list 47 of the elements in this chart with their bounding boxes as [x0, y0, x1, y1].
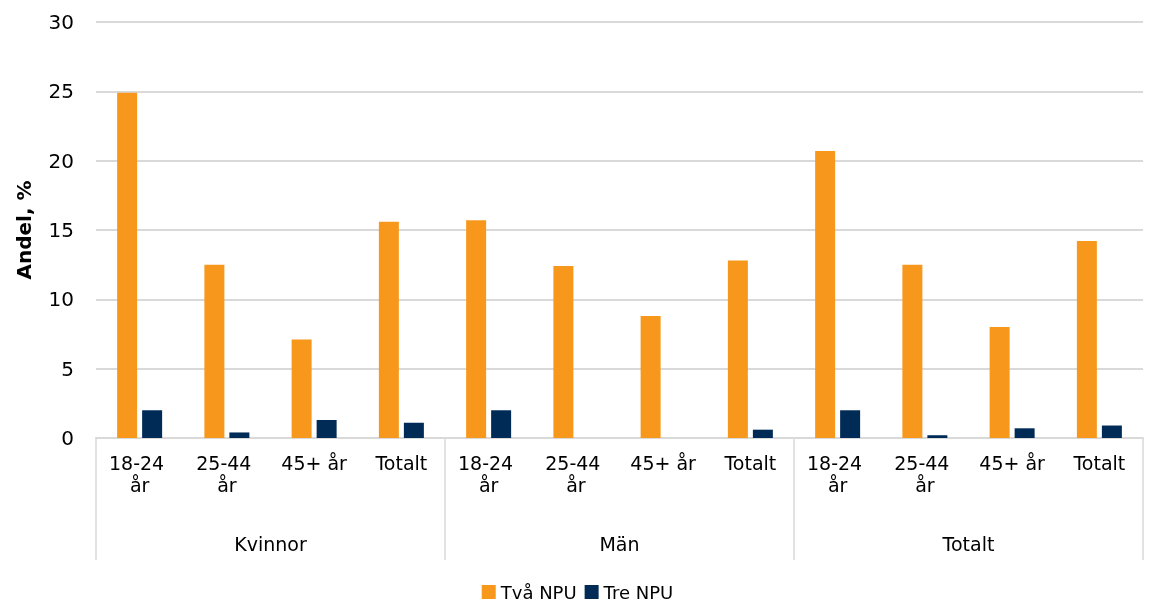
x-tick-label: Totalt	[723, 452, 777, 474]
bar	[727, 260, 748, 438]
x-tick-label: 45+ år	[281, 452, 348, 474]
text: Totalt	[941, 532, 995, 555]
x-tick-label: 45+ år	[630, 452, 697, 474]
x-tick-label: 18-24 år	[458, 452, 520, 496]
y-axis-title: Andel, %	[12, 180, 36, 280]
y-tick-label: 5	[61, 356, 74, 381]
y-tick-label: 20	[48, 148, 74, 173]
bar	[989, 327, 1010, 438]
y-tick-label: 10	[48, 287, 74, 312]
text: Män	[599, 532, 640, 555]
x-tick-label: 25-44 år	[545, 452, 607, 496]
x-tick-label: Totalt	[374, 452, 428, 474]
bar	[840, 410, 861, 438]
bar	[291, 339, 312, 438]
bar	[117, 92, 138, 438]
x-tick-label: 25-44 år	[196, 452, 258, 496]
bar	[902, 264, 923, 438]
y-tick-label: 15	[48, 218, 74, 242]
x-tick-label: 25-44 år	[894, 452, 956, 496]
bar	[378, 221, 399, 438]
bar	[229, 432, 250, 438]
y-tick-label: 30	[48, 10, 74, 34]
legend-label: Tre NPU	[602, 581, 674, 603]
bar	[553, 266, 574, 438]
bar	[316, 419, 337, 438]
legend-label: Två NPU	[499, 581, 577, 603]
y-tick-label: 0	[61, 426, 74, 450]
bar	[1076, 241, 1097, 438]
bar	[466, 220, 487, 438]
bar	[142, 410, 163, 438]
bar	[927, 435, 948, 438]
bar	[204, 264, 225, 438]
bar	[1101, 425, 1122, 438]
x-tick-label: Totalt	[1072, 452, 1126, 474]
text: Kvinnor	[234, 532, 307, 555]
bar	[752, 429, 773, 438]
x-tick-label: 18-24 år	[807, 452, 869, 496]
bar	[815, 150, 836, 438]
bar	[403, 422, 424, 438]
x-tick-label: 18-24 år	[109, 452, 171, 496]
x-tick-label: 45+ år	[979, 452, 1046, 474]
bar	[1014, 428, 1035, 438]
bar	[491, 410, 512, 438]
bar	[640, 315, 661, 438]
y-tick-label: 25	[48, 79, 74, 104]
